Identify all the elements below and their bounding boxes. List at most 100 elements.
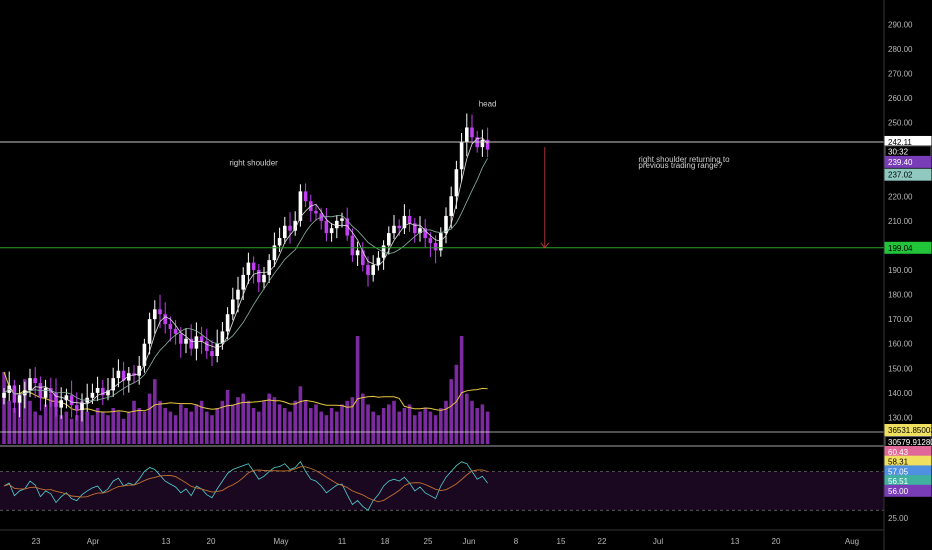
volume-bar [433,415,438,444]
candle-body [485,139,490,150]
annotation-text: head [479,100,497,109]
candle-body [2,392,6,398]
price-tag: 30:32 [888,147,909,156]
volume-bar [137,408,141,444]
candle-body [329,228,334,234]
price-tag: 242.11 [888,138,912,147]
volume-bar [309,408,313,444]
candle-body [465,127,469,143]
annotation-text: previous trading range? [638,161,723,170]
volume-pane [2,336,490,444]
volume-bar [277,404,282,444]
candle-body [355,250,360,256]
volume-bar [38,415,43,444]
candle-body [153,309,157,320]
price-tag-bg [884,155,932,168]
volume-bar [350,397,355,444]
price-tag: 239.40 [888,158,913,167]
volume-bar [449,379,453,444]
oscillator-tag: 58.31 [888,458,909,467]
volume-bar [246,400,251,444]
x-tick-label: Apr [87,537,100,546]
y-tick-label: 160.00 [888,340,913,349]
volume-bar [371,411,375,444]
candle-body [220,331,225,344]
volume-bar [340,404,344,444]
volume-tag: 36531.850037 [888,426,932,435]
y-tick-label: 280.00 [888,45,913,54]
candle-body [101,387,105,396]
candle-body [194,336,199,349]
candle-body [335,220,339,229]
volume-bar [407,404,412,444]
x-tick-label: 20 [772,537,781,546]
volume-bar [106,415,110,444]
candle-body [163,314,167,325]
time-axis[interactable]: 23 Apr 13 20 May 11 18 25 Jun 8 15 22 Jul 13 20 Aug [0,529,884,546]
volume-bar [361,393,365,444]
volume-bar [475,408,479,444]
candle-body [246,262,251,275]
volume-bar [335,411,339,444]
candle-body [158,309,162,315]
volume-bar [439,408,443,444]
annotation-text: right shoulder [229,159,278,168]
candle-body [69,395,74,406]
x-tick-label: 13 [731,537,740,546]
y-tick-label: 180.00 [888,291,913,300]
candle-body [251,262,256,270]
volume-bar [329,408,334,444]
volume-bar [355,336,360,444]
candle-body [59,400,63,408]
volume-bar [142,411,147,444]
volume-bar [257,411,261,444]
candle-body [423,228,427,239]
volume-bar [64,411,69,444]
candle-body [350,235,355,256]
candle-body [277,238,282,246]
volume-bar [90,415,95,444]
volume-bar [153,379,157,444]
candle-body [106,390,110,396]
candle-body [298,191,303,221]
y-tick-label: 270.00 [888,69,913,78]
volume-bar [179,404,183,444]
volume-bar [2,372,6,444]
candle-body [413,223,417,234]
horizontal-levels[interactable] [0,141,884,447]
volume-bar [33,411,37,444]
candle-body [345,218,349,236]
volume-bar [298,386,303,444]
volume-bar [163,408,167,444]
volume-bar [101,411,105,444]
volume-bar [402,408,407,444]
annotations: head right shoulder right shoulder returni… [229,100,730,249]
volume-bar [283,408,287,444]
oscillator-signal-line [3,466,488,503]
x-tick-label: 23 [32,537,41,546]
x-tick-label: Aug [845,537,859,546]
volume-bar [251,408,256,444]
candle-body [340,218,344,221]
volume-bar [75,415,79,444]
volume-bar [69,418,74,444]
x-tick-label: May [273,537,288,546]
volume-bar [95,408,100,444]
volume-bar [314,404,318,444]
down-arrow-head [540,242,550,249]
candle-body [444,215,448,234]
candle-body [376,257,381,266]
volume-bar [470,400,474,444]
y-tick-label: 290.00 [888,20,913,29]
candle-body [236,289,240,300]
candle-body [215,343,219,356]
candle-body [225,314,230,332]
volume-bar [293,400,297,444]
volume-bar [319,411,323,444]
candle-body [28,378,32,391]
volume-bar [17,393,22,444]
candle-body [173,328,178,334]
oscillator-tag: 60.43 [888,448,909,457]
candle-body [95,387,100,393]
